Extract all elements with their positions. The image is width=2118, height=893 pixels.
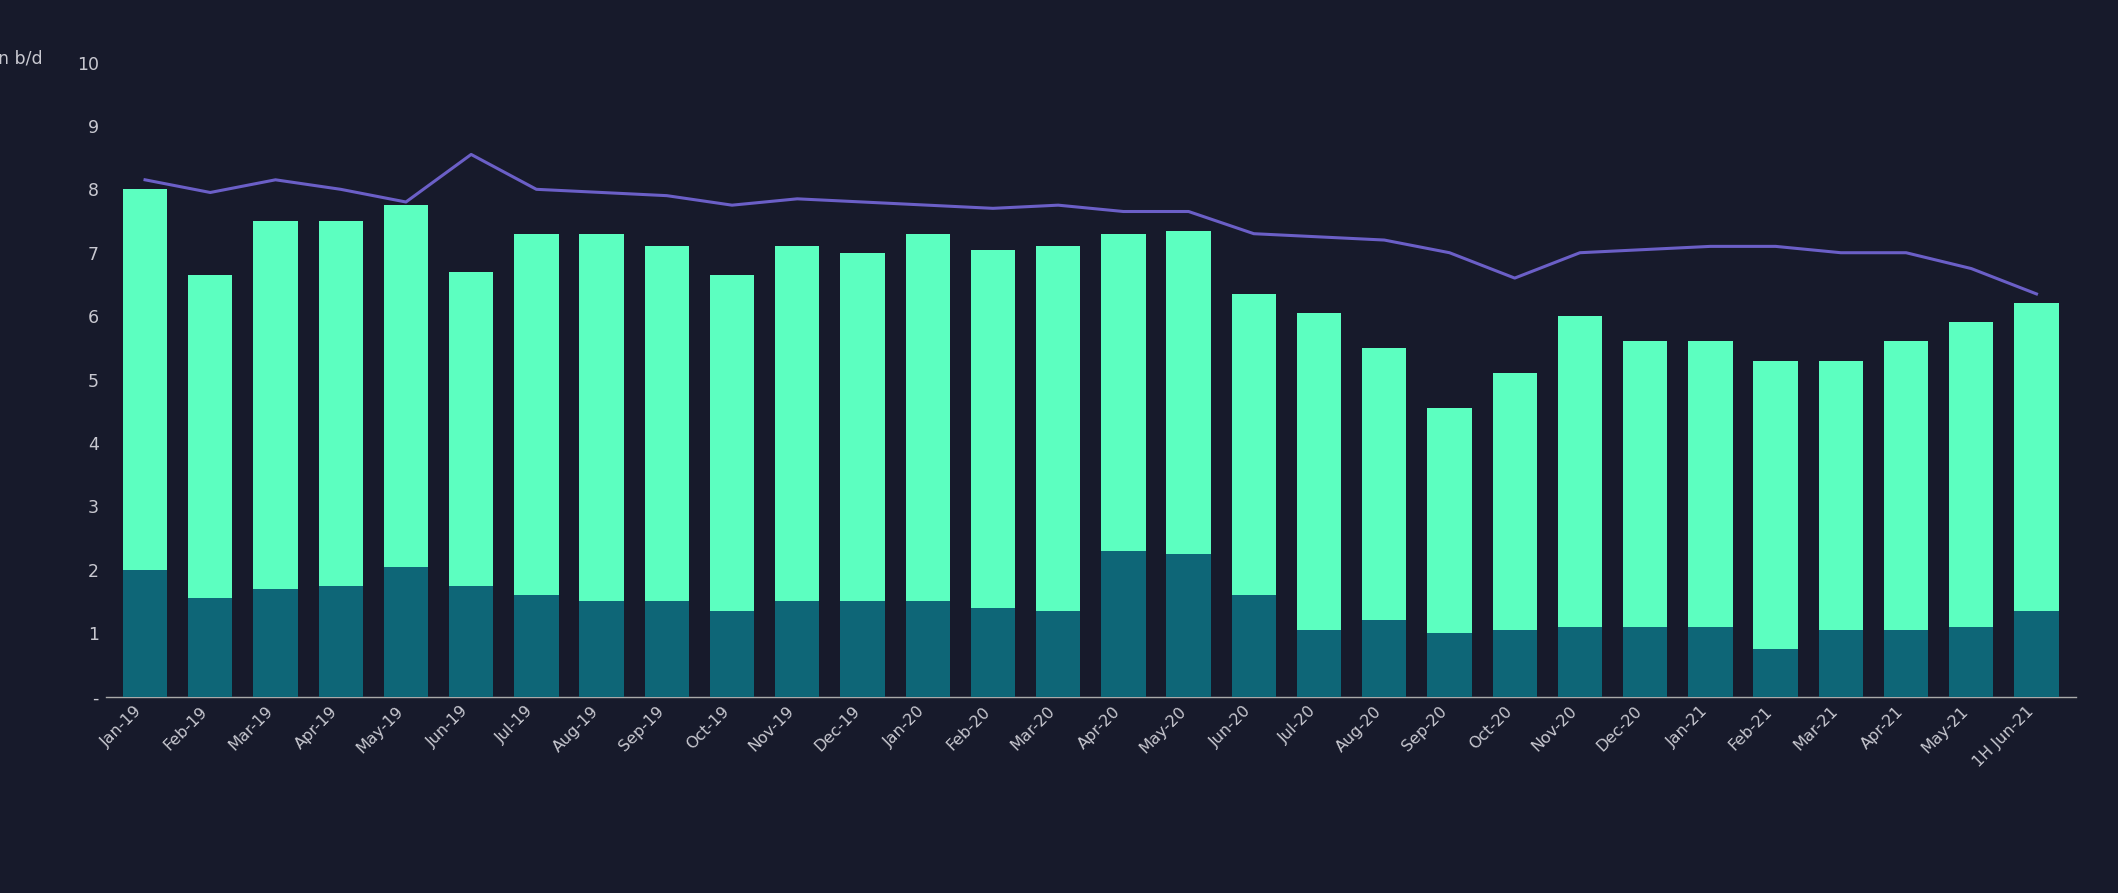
Bar (1557, 316, 1601, 627)
Bar (841, 253, 885, 602)
Bar (254, 221, 299, 588)
Bar (1493, 373, 1538, 630)
Bar (580, 234, 625, 602)
Bar (2014, 611, 2059, 697)
Y-axis label: mn b/d: mn b/d (0, 50, 42, 68)
Bar (907, 234, 949, 602)
Bar (1754, 649, 1798, 697)
Bar (383, 205, 428, 566)
Bar (1688, 627, 1733, 697)
Bar (841, 602, 885, 697)
Total - 12m (981, 203, 1006, 213)
Total - 12m (1436, 247, 1461, 258)
Bar (1036, 246, 1080, 611)
Total - 12m (1699, 241, 1724, 252)
Total - 12m (1502, 272, 1527, 283)
Bar (515, 234, 559, 595)
Total - 12m (1567, 247, 1593, 258)
Bar (449, 586, 493, 697)
Bar (1101, 551, 1146, 697)
Total - 12m (263, 174, 288, 185)
Bar (1233, 595, 1275, 697)
Bar (318, 221, 362, 586)
Bar (1557, 627, 1601, 697)
Bar (1036, 611, 1080, 697)
Total - 12m (1828, 247, 1853, 258)
Total - 12m (394, 196, 419, 207)
Total - 12m (197, 188, 222, 198)
Bar (1296, 630, 1341, 697)
Bar (1883, 630, 1927, 697)
Bar (254, 588, 299, 697)
Bar (970, 249, 1015, 608)
Bar (2014, 304, 2059, 611)
Total - 12m (915, 200, 940, 211)
Bar (1362, 347, 1406, 621)
Bar (189, 275, 233, 598)
Total - 12m (849, 196, 875, 207)
Bar (1883, 341, 1927, 630)
Bar (1754, 361, 1798, 649)
Bar (970, 608, 1015, 697)
Bar (775, 602, 820, 697)
Bar (1101, 234, 1146, 551)
Total - 12m (1633, 244, 1658, 255)
Bar (1622, 627, 1667, 697)
Total - 12m (1046, 200, 1072, 211)
Bar (1167, 554, 1211, 697)
Bar (1167, 230, 1211, 554)
Bar (710, 611, 754, 697)
Bar (1428, 633, 1472, 697)
Total - 12m (1307, 231, 1332, 242)
Bar (1296, 313, 1341, 630)
Bar (515, 595, 559, 697)
Total - 12m (523, 184, 549, 195)
Bar (1819, 630, 1864, 697)
Bar (710, 275, 754, 611)
Bar (644, 602, 688, 697)
Total - 12m (1175, 206, 1201, 217)
Bar (1819, 361, 1864, 630)
Bar (1428, 408, 1472, 633)
Total - 12m (328, 184, 354, 195)
Bar (1362, 621, 1406, 697)
Bar (383, 566, 428, 697)
Total - 12m (784, 194, 809, 204)
Bar (123, 570, 167, 697)
Bar (1233, 294, 1275, 595)
Total - 12m (131, 174, 157, 185)
Bar (907, 602, 949, 697)
Total - 12m (1762, 241, 1788, 252)
Total - 12m (654, 190, 680, 201)
Total - 12m (1959, 263, 1985, 274)
Bar (318, 586, 362, 697)
Bar (1622, 341, 1667, 627)
Line: Total - 12m: Total - 12m (144, 154, 2038, 294)
Bar (1949, 322, 1993, 627)
Bar (1949, 627, 1993, 697)
Bar (123, 189, 167, 570)
Total - 12m (457, 149, 483, 160)
Bar (775, 246, 820, 602)
Bar (449, 271, 493, 586)
Total - 12m (589, 188, 614, 198)
Total - 12m (1241, 229, 1267, 239)
Bar (580, 602, 625, 697)
Bar (1688, 341, 1733, 627)
Total - 12m (720, 200, 746, 211)
Bar (189, 598, 233, 697)
Total - 12m (1372, 235, 1398, 246)
Bar (644, 246, 688, 602)
Total - 12m (1893, 247, 1919, 258)
Total - 12m (1110, 206, 1135, 217)
Total - 12m (2025, 288, 2050, 299)
Bar (1493, 630, 1538, 697)
